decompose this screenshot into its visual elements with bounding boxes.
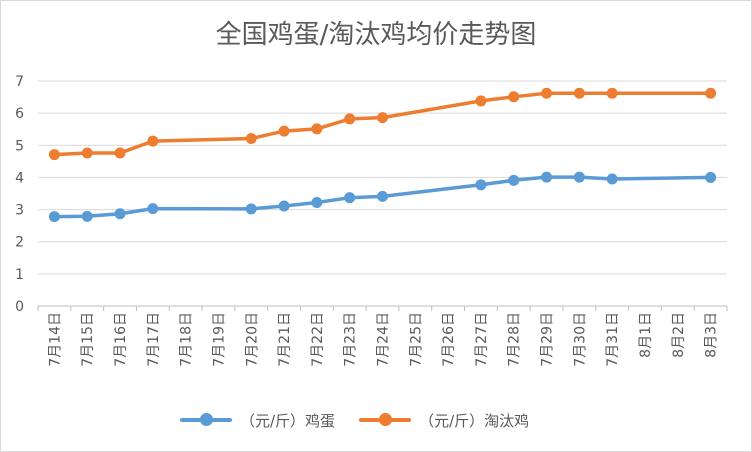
data-point-1 bbox=[705, 87, 717, 99]
data-point-1 bbox=[606, 87, 618, 99]
data-point-0 bbox=[81, 210, 93, 222]
y-tick-label: 5 bbox=[15, 138, 24, 154]
data-point-0 bbox=[48, 211, 60, 223]
data-point-0 bbox=[508, 174, 520, 186]
x-tick-label: 7月18日 bbox=[179, 312, 195, 367]
x-tick-label: 7月25日 bbox=[408, 312, 424, 367]
data-point-0 bbox=[573, 171, 585, 183]
data-point-1 bbox=[475, 95, 487, 107]
chart-title: 全国鸡蛋/淘汰鸡均价走势图 bbox=[215, 20, 537, 50]
data-point-0 bbox=[278, 200, 290, 212]
data-point-0 bbox=[344, 192, 356, 204]
data-point-1 bbox=[541, 87, 553, 99]
y-tick-label: 7 bbox=[15, 74, 24, 90]
data-point-1 bbox=[311, 123, 323, 135]
y-tick-label: 3 bbox=[15, 203, 24, 219]
y-tick-label: 1 bbox=[15, 267, 24, 283]
data-point-0 bbox=[606, 173, 618, 185]
y-tick-label: 6 bbox=[15, 106, 24, 122]
data-point-0 bbox=[311, 197, 323, 208]
data-point-0 bbox=[705, 171, 717, 183]
legend-swatch-egg bbox=[180, 413, 232, 426]
x-tick-label: 7月28日 bbox=[507, 312, 523, 367]
data-point-1 bbox=[48, 149, 60, 161]
y-tick-label: 0 bbox=[15, 299, 24, 315]
data-point-1 bbox=[344, 113, 356, 125]
chart-legend: （元/斤）鸡蛋 （元/斤）淘汰鸡 bbox=[180, 408, 553, 432]
data-point-0 bbox=[114, 208, 126, 220]
legend-item-egg: （元/斤）鸡蛋 bbox=[180, 410, 335, 431]
data-point-0 bbox=[147, 203, 159, 215]
x-tick-label: 7月15日 bbox=[80, 312, 96, 367]
data-point-1 bbox=[114, 147, 126, 159]
data-point-0 bbox=[475, 179, 487, 191]
y-tick-label: 4 bbox=[15, 170, 24, 186]
y-tick-label: 2 bbox=[15, 235, 24, 251]
data-point-1 bbox=[377, 112, 388, 124]
legend-label-egg: （元/斤）鸡蛋 bbox=[240, 411, 336, 430]
data-point-0 bbox=[245, 203, 257, 215]
x-tick-label: 7月22日 bbox=[310, 312, 326, 367]
x-tick-label: 8月1日 bbox=[638, 312, 654, 358]
data-point-1 bbox=[278, 125, 290, 137]
data-point-0 bbox=[541, 171, 553, 183]
legend-label-hen: （元/斤）淘汰鸡 bbox=[419, 411, 530, 430]
data-point-1 bbox=[245, 133, 257, 145]
x-tick-label: 7月31日 bbox=[605, 312, 621, 367]
x-tick-label: 7月21日 bbox=[277, 312, 293, 367]
legend-item-hen: （元/斤）淘汰鸡 bbox=[359, 410, 529, 431]
x-tick-label: 7月17日 bbox=[146, 312, 162, 367]
x-tick-label: 8月2日 bbox=[671, 312, 687, 358]
data-point-1 bbox=[147, 135, 159, 147]
x-tick-label: 7月27日 bbox=[474, 312, 490, 367]
data-point-1 bbox=[573, 87, 585, 99]
x-tick-label: 7月29日 bbox=[540, 312, 556, 367]
legend-swatch-hen bbox=[359, 413, 412, 426]
data-point-0 bbox=[377, 190, 388, 202]
x-tick-label: 7月26日 bbox=[441, 312, 457, 367]
data-point-1 bbox=[81, 147, 93, 159]
x-tick-label: 7月20日 bbox=[244, 312, 260, 367]
x-tick-label: 7月24日 bbox=[376, 312, 392, 367]
x-tick-label: 7月19日 bbox=[211, 312, 227, 367]
x-tick-label: 7月23日 bbox=[343, 312, 359, 367]
x-tick-label: 7月16日 bbox=[113, 312, 129, 367]
x-tick-label: 7月30日 bbox=[572, 312, 588, 367]
data-point-1 bbox=[508, 91, 520, 103]
x-tick-label: 8月3日 bbox=[704, 312, 720, 358]
x-tick-label: 7月14日 bbox=[47, 312, 63, 367]
